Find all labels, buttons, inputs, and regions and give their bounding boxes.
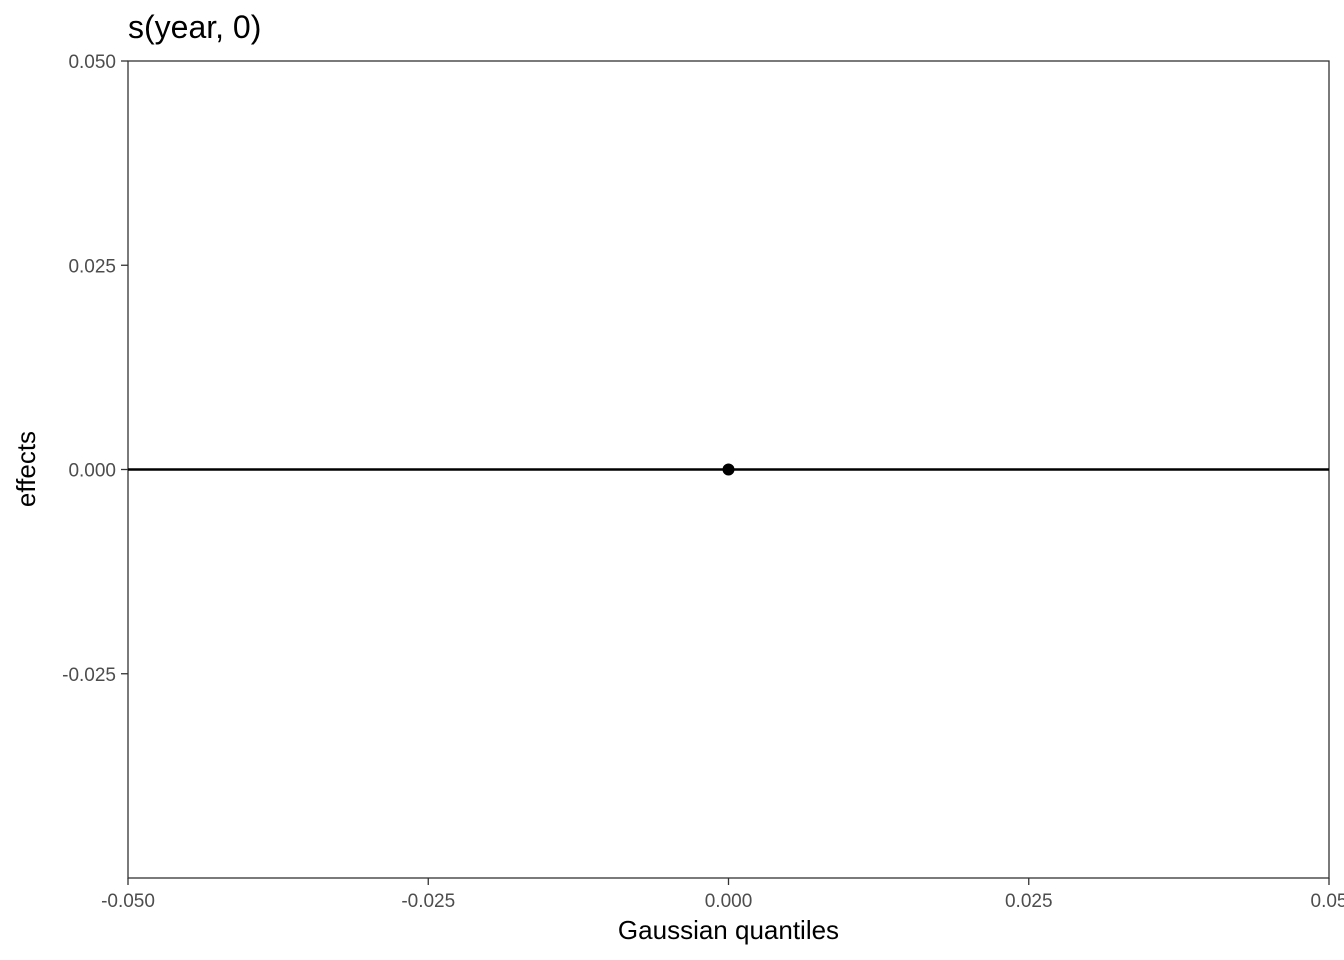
y-tick-label: 0.000 <box>68 461 116 482</box>
y-axis: -0.025 0.000 0.025 0.050 <box>62 52 128 686</box>
y-tick-label: 0.025 <box>68 256 116 277</box>
data-point <box>722 463 735 476</box>
y-tick-label: -0.025 <box>62 665 116 686</box>
y-axis-title: effects <box>11 431 41 507</box>
points-layer <box>722 463 735 476</box>
x-axis: -0.050 -0.025 0.000 0.025 0.05 <box>101 878 1344 912</box>
x-tick-label: -0.050 <box>101 891 155 912</box>
y-tick-label: 0.050 <box>68 52 116 73</box>
x-tick-label: 0.025 <box>1005 891 1053 912</box>
x-tick-label: 0.05 <box>1311 891 1344 912</box>
x-axis-title: Gaussian quantiles <box>618 915 839 945</box>
x-tick-label: -0.025 <box>401 891 455 912</box>
chart-title: s(year, 0) <box>128 9 261 45</box>
x-tick-label: 0.000 <box>705 891 753 912</box>
